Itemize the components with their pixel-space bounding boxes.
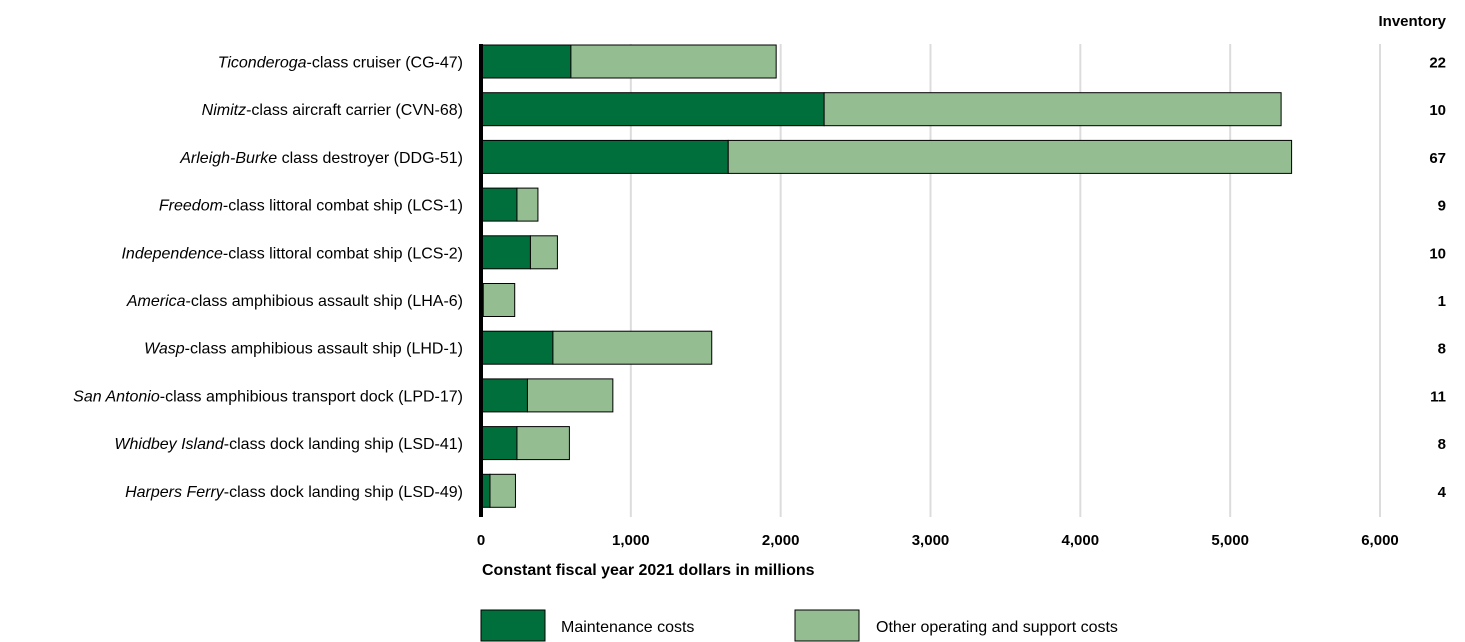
bar-maintenance [480, 426, 518, 461]
legend-swatch [480, 609, 546, 642]
bar-other-costs [570, 44, 777, 79]
inventory-value: 11 [1430, 388, 1446, 405]
category-label: Harpers Ferry-class dock landing ship (L… [125, 484, 463, 501]
category-labels: Ticonderoga-class cruiser (CG-47) Nimitz-… [73, 55, 463, 501]
bar-maintenance [480, 44, 572, 79]
bar-maintenance [480, 378, 528, 413]
legend-swatch [794, 609, 860, 642]
inventory-value: 67 [1429, 150, 1446, 167]
inventory-value: 22 [1429, 55, 1446, 72]
bar-other-costs [526, 378, 614, 413]
category-label: Wasp-class amphibious assault ship (LHD-… [144, 341, 463, 358]
bar-other-costs [529, 235, 558, 270]
inventory-value: 8 [1438, 341, 1446, 358]
bar-other-costs [482, 283, 516, 317]
bar-other-costs [823, 92, 1282, 127]
inventory-value: 4 [1438, 484, 1447, 501]
inventory-values: 22 10 67 9 10 1 8 11 8 4 [1429, 55, 1446, 501]
bar-other-costs [489, 473, 516, 508]
legend-label: Maintenance costs [561, 619, 694, 636]
legend: Maintenance costs Other operating and sup… [480, 609, 1118, 642]
bar-maintenance [480, 139, 729, 174]
category-label: San Antonio-class amphibious transport d… [73, 388, 463, 405]
x-tick-labels: 0 1,000 2,000 3,000 4,000 5,000 6,000 [477, 532, 1399, 549]
inventory-value: 8 [1438, 436, 1446, 453]
bars [480, 44, 1293, 508]
bar-maintenance [480, 330, 554, 365]
inventory-value: 10 [1429, 245, 1446, 262]
x-axis-title: Constant fiscal year 2021 dollars in mil… [482, 562, 815, 579]
bar-other-costs [516, 426, 570, 461]
inventory-value: 10 [1429, 102, 1446, 119]
legend-label: Other operating and support costs [876, 619, 1118, 636]
inventory-value: 1 [1438, 293, 1446, 310]
category-label: Freedom-class littoral combat ship (LCS-… [159, 198, 463, 215]
category-label: Ticonderoga-class cruiser (CG-47) [218, 55, 463, 72]
x-tick-label: 4,000 [1062, 532, 1100, 549]
category-label: Whidbey Island-class dock landing ship (… [114, 436, 463, 453]
category-label: Nimitz-class aircraft carrier (CVN-68) [202, 102, 463, 119]
bar-maintenance [480, 92, 825, 127]
inventory-value: 9 [1438, 198, 1446, 215]
category-label: Arleigh-Burke class destroyer (DDG-51) [179, 150, 463, 167]
bar-other-costs [516, 187, 539, 222]
bar-other-costs [727, 139, 1293, 174]
x-tick-label: 0 [477, 532, 485, 549]
x-tick-label: 5,000 [1211, 532, 1249, 549]
x-tick-label: 1,000 [612, 532, 650, 549]
bar-other-costs [552, 330, 713, 365]
bar-maintenance [480, 235, 531, 270]
inventory-title: Inventory [1378, 13, 1446, 30]
x-tick-label: 6,000 [1361, 532, 1399, 549]
x-tick-label: 3,000 [912, 532, 950, 549]
bar-maintenance [480, 187, 518, 222]
category-label: Independence-class littoral combat ship … [121, 245, 463, 262]
x-tick-label: 2,000 [762, 532, 800, 549]
category-label: America-class amphibious assault ship (L… [126, 293, 463, 310]
